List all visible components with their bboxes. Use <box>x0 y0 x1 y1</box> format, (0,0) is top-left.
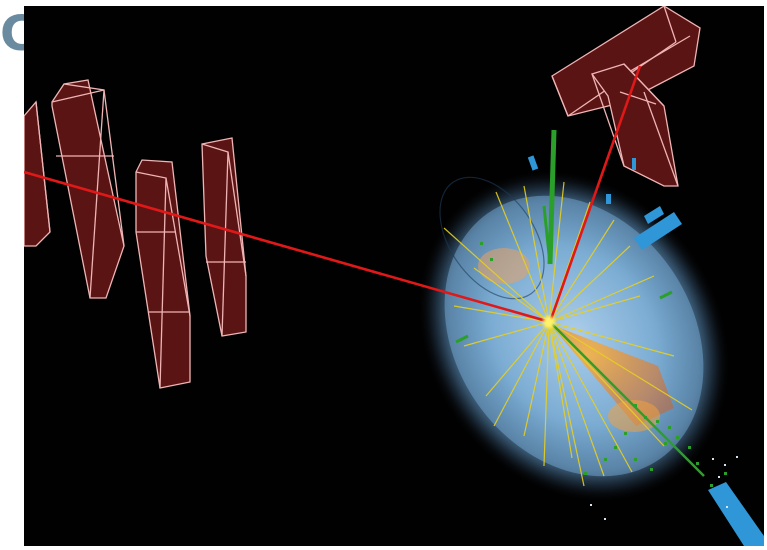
muon-chambers-right <box>551 6 701 187</box>
inner-tracks <box>443 181 693 487</box>
event-display-svg <box>24 6 764 546</box>
endcap-segments <box>527 155 764 546</box>
muon-chambers-left <box>24 79 247 389</box>
muon-chamber-5 <box>551 6 701 117</box>
jet-cone <box>478 248 674 432</box>
muon-chamber-4 <box>201 137 247 337</box>
muon-tracks <box>24 65 642 324</box>
em-deposits <box>455 129 727 487</box>
event-display-image <box>24 6 764 546</box>
vertex <box>543 316 555 328</box>
muon-chamber-6 <box>590 63 679 187</box>
muon-chamber-1 <box>24 100 51 247</box>
muon-chamber-3 <box>135 159 191 389</box>
em-hit-cluster <box>480 242 727 487</box>
muon-track-right <box>548 65 642 323</box>
scattered-hits <box>590 456 738 520</box>
muon-track-left <box>24 170 551 324</box>
